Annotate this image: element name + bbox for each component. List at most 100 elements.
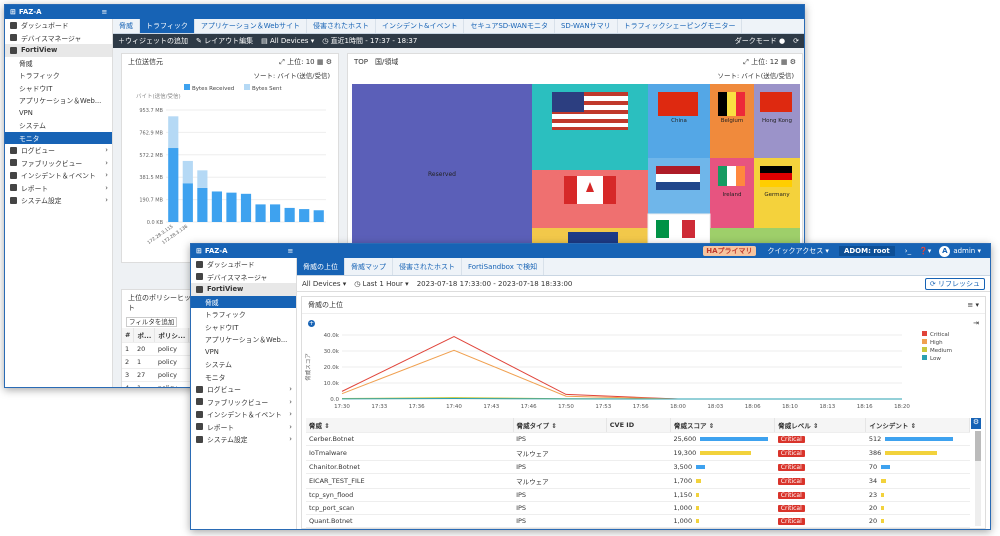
quick-access-dropdown[interactable]: クイックアクセス ▾ — [767, 247, 829, 255]
add-filter-button[interactable]: フィルタを追加 — [126, 317, 178, 327]
cell-text: マルウェア — [516, 478, 549, 486]
front-sidebar-item[interactable]: システム — [191, 358, 296, 371]
table-row[interactable]: Cerber.Botnet IPS 25,600 Critical 512 — [306, 432, 970, 446]
back-sidebar-item[interactable]: ファブリックビュー › — [5, 157, 112, 170]
top-sources-count[interactable]: 上位: 10 — [287, 58, 315, 66]
front-sidebar-item[interactable]: ダッシュボード — [191, 258, 296, 271]
back-tab[interactable]: トラフィックシェーピングモニター — [618, 19, 743, 33]
column-header[interactable]: 脅威 ⇕ — [306, 418, 514, 433]
edit-layout-button[interactable]: ✎ レイアウト編集 — [196, 36, 253, 46]
column-header[interactable]: ポ... — [133, 328, 156, 343]
front-sidebar-item[interactable]: モニタ — [191, 371, 296, 384]
treemap-label-ireland: Ireland — [722, 192, 741, 198]
back-sidebar-item[interactable]: ダッシュボード — [5, 19, 112, 32]
front-tab[interactable]: 脅威の上位 — [297, 258, 345, 275]
front-devices-dropdown[interactable]: All Devices ▾ — [302, 279, 347, 288]
cell-text: Chanitor.Botnet — [309, 463, 360, 471]
back-tab[interactable]: 脅威 — [113, 19, 140, 33]
back-sidebar-item[interactable]: モニタ — [5, 131, 112, 144]
back-tab[interactable]: SD-WANサマリ — [555, 19, 618, 33]
column-header[interactable]: 脅威スコア ⇕ — [670, 418, 776, 433]
panel-menu-icon[interactable]: ≡ ▾ — [967, 301, 979, 309]
dark-mode-toggle[interactable]: ダークモード ● — [734, 37, 786, 45]
treemap-cell-reserved[interactable] — [352, 84, 532, 264]
column-header[interactable]: ポリシ... — [154, 328, 190, 343]
back-sidebar-item[interactable]: FortiView — [5, 44, 112, 57]
chart-type-icon[interactable]: ▦ — [316, 58, 324, 66]
column-header[interactable]: 脅威レベル ⇕ — [774, 418, 867, 433]
table-row[interactable]: tcp_port_scan IPS 1,000 Critical 20 — [306, 501, 970, 515]
front-menu-icon[interactable]: ≡ — [287, 247, 294, 255]
back-sidebar-item[interactable]: 脅威 — [5, 57, 112, 70]
add-icon[interactable]: + — [308, 320, 315, 327]
back-tab[interactable]: セキュアSD-WANモニタ — [464, 19, 555, 33]
table-row[interactable]: Chanitor.Botnet IPS 3,500 Critical 70 — [306, 460, 970, 474]
top-countries-sort[interactable]: ソート: バイト(送信/受信) — [717, 72, 794, 80]
back-sidebar-item[interactable]: デバイスマネージャ — [5, 32, 112, 45]
top-sources-sort[interactable]: ソート: バイト(送信/受信) — [253, 72, 330, 80]
back-devices-dropdown[interactable]: ▤ All Devices ▾ — [261, 37, 314, 45]
back-sidebar-item[interactable]: アプリケーション＆Web... — [5, 94, 112, 107]
back-menu-icon[interactable]: ≡ — [101, 8, 108, 16]
front-sidebar-item[interactable]: インシデント＆イベント › — [191, 408, 296, 421]
back-tab[interactable]: アプリケーション＆Webサイト — [195, 19, 307, 33]
time-range[interactable]: 2023-07-18 17:33:00 - 2023-07-18 18:33:0… — [416, 279, 573, 288]
table-scrollbar[interactable] — [975, 431, 981, 526]
back-refresh-icon[interactable]: ⟳ — [793, 37, 799, 45]
add-widget-button[interactable]: ＋ウィジェットの追加 — [118, 37, 188, 45]
back-sidebar-item[interactable]: システム — [5, 119, 112, 132]
adom-selector[interactable]: ADOM: root — [838, 246, 895, 256]
front-sidebar-item[interactable]: システム設定 › — [191, 433, 296, 446]
front-sidebar-item[interactable]: ファブリックビュー › — [191, 396, 296, 409]
export-icon[interactable]: ⇥ — [973, 319, 979, 327]
table-row[interactable]: EICAR_TEST_FILE マルウェア 1,700 Critical 34 — [306, 473, 970, 489]
help-icon[interactable]: ❓▾ — [919, 247, 932, 255]
front-sidebar-item[interactable]: レポート › — [191, 421, 296, 434]
back-sidebar-item[interactable]: インシデント＆イベント › — [5, 169, 112, 182]
front-sidebar-item[interactable]: 脅威 — [191, 295, 296, 308]
table-row[interactable]: IoTmalware マルウェア 19,300 Critical 386 — [306, 445, 970, 461]
back-sidebar-item[interactable]: トラフィック — [5, 69, 112, 82]
back-sidebar-item[interactable]: シャドウIT — [5, 82, 112, 95]
column-header[interactable]: 脅威タイプ ⇕ — [513, 418, 607, 433]
back-time-dropdown[interactable]: ◷ 直近1時間 - 17:37 - 18:37 — [322, 36, 417, 46]
table-cell-threat: Chanitor.Botnet — [306, 460, 514, 474]
front-tab[interactable]: 脅威マップ — [345, 258, 393, 275]
settings-icon[interactable]: ⚙ — [789, 58, 796, 66]
front-sidebar-item[interactable]: トラフィック — [191, 308, 296, 321]
front-sidebar-item[interactable]: ログビュー › — [191, 383, 296, 396]
column-header[interactable]: CVE ID — [606, 418, 671, 433]
back-tab[interactable]: トラフィック — [140, 19, 195, 33]
column-header[interactable]: インシデント ⇕ — [865, 418, 970, 433]
sidebar-item-label: システム設定 — [21, 197, 62, 206]
expand-icon[interactable]: ⤢ — [743, 57, 749, 66]
column-settings-icon[interactable]: ⚙ — [971, 418, 981, 429]
back-tab[interactable]: 侵害されたホスト — [307, 19, 376, 33]
back-sidebar-item[interactable]: システム設定 › — [5, 194, 112, 207]
table-cell-score: 1,150 — [670, 488, 775, 502]
top-countries-count[interactable]: 上位: 12 — [751, 58, 779, 66]
refresh-button[interactable]: ⟳ リフレッシュ — [924, 277, 985, 290]
front-tab[interactable]: FortiSandbox で検知 — [462, 258, 545, 275]
settings-icon[interactable]: ⚙ — [325, 58, 332, 66]
time-preset-dropdown[interactable]: ◷ Last 1 Hour ▾ — [354, 279, 409, 288]
column-header[interactable]: # — [122, 328, 135, 343]
front-tab[interactable]: 侵害されたホスト — [393, 258, 462, 275]
back-sidebar-item[interactable]: レポート › — [5, 182, 112, 195]
terminal-icon[interactable]: ›_ — [904, 247, 912, 255]
front-sidebar-item[interactable]: デバイスマネージャ — [191, 271, 296, 284]
expand-icon[interactable]: ⤢ — [279, 57, 285, 66]
table-row[interactable]: 120policyF — [122, 342, 203, 356]
front-sidebar-item[interactable]: VPN — [191, 346, 296, 359]
front-sidebar-item[interactable]: FortiView — [191, 283, 296, 296]
table-row[interactable]: tcp_syn_flood IPS 1,150 Critical 23 — [306, 488, 970, 502]
back-sidebar-item[interactable]: VPN — [5, 107, 112, 120]
back-sidebar-item[interactable]: ログビュー › — [5, 144, 112, 157]
table-row[interactable]: Quant.Botnet IPS 1,000 Critical 20 — [306, 514, 970, 528]
front-sidebar-item[interactable]: シャドウIT — [191, 321, 296, 334]
chart-type-icon[interactable]: ▦ — [780, 58, 788, 66]
front-sidebar-item[interactable]: アプリケーション＆Web... — [191, 333, 296, 346]
sidebar-item-label: ファブリックビュー — [21, 159, 83, 168]
back-tab[interactable]: インシデント&イベント — [376, 19, 465, 33]
